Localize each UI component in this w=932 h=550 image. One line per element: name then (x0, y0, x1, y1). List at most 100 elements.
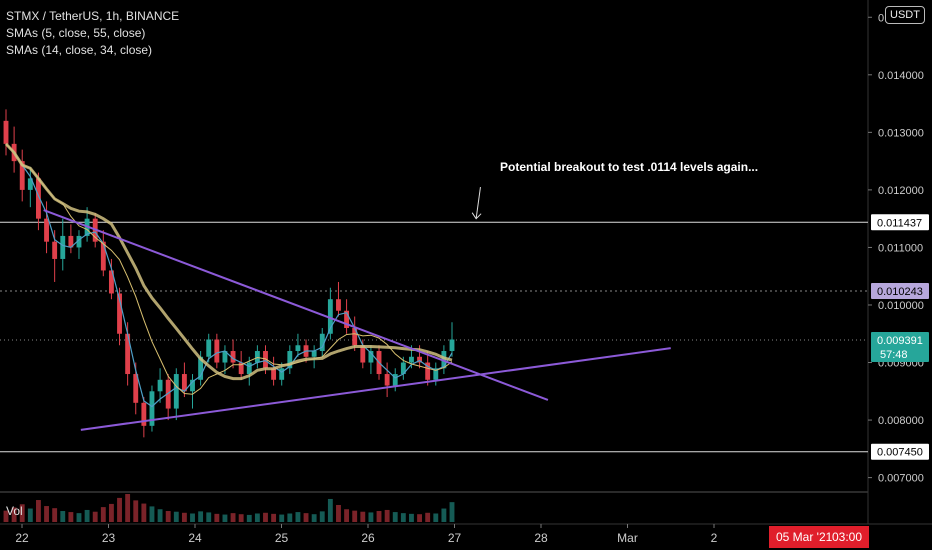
candle-body-28 (230, 351, 236, 363)
volume-bar-40 (327, 498, 333, 522)
volume-bar-27 (222, 514, 228, 522)
volume-bar-16 (133, 500, 139, 522)
price-tick-label-8: 0.007000 (878, 473, 924, 485)
volume-bar-13 (108, 503, 114, 522)
volume-bar-26 (214, 513, 220, 522)
candle-body-7 (60, 235, 66, 259)
level-badge-1 (871, 282, 929, 299)
volume-bar-3 (27, 508, 33, 522)
candle-body-5 (44, 218, 49, 242)
time-tick-label-8: 2 (711, 531, 718, 545)
candle-body-29 (238, 362, 244, 375)
candle-body-17 (141, 402, 147, 426)
volume-bar-38 (311, 514, 317, 522)
sma-slow-line (4, 142, 453, 381)
symbol-title[interactable]: STMX / TetherUS, 1h, BINANCE (6, 9, 180, 23)
candle-body-53 (433, 368, 439, 380)
volume-bar-10 (84, 509, 90, 522)
volume-bar-22 (181, 512, 187, 522)
volume-bar-15 (125, 494, 131, 522)
time-tick-label-0: 22 (15, 531, 29, 545)
candle-body-41 (336, 299, 341, 311)
candle-body-3 (27, 178, 33, 190)
candle-body-19 (157, 379, 163, 392)
volume-bar-35 (287, 513, 293, 522)
date-badge (769, 526, 869, 548)
price-tick-label-7: 0.008000 (878, 415, 924, 427)
volume-bar-45 (368, 512, 374, 522)
volume-legend: Vol (6, 503, 23, 520)
volume-bar-53 (433, 513, 439, 522)
volume-bar-12 (100, 507, 106, 522)
trendlines[interactable] (43, 209, 671, 431)
candle-body-6 (52, 241, 58, 259)
chart-legend: STMX / TetherUS, 1h, BINANCE SMAs (5, cl… (6, 8, 179, 59)
candle-body-52 (425, 362, 431, 380)
time-tick-label-7: Mar (617, 531, 638, 545)
sma-indicator-1[interactable]: SMAs (5, close, 55, close) (6, 26, 146, 40)
candle-body-18 (149, 391, 155, 426)
volume-bar-2 (19, 504, 25, 522)
candle-body-34 (279, 368, 285, 380)
price-badges: 0.011437 0.010243 0.007450 0.009391 57:48 05 … (769, 214, 929, 548)
candle-body-9 (76, 235, 82, 248)
current-price-label: 0.009391 (877, 335, 923, 347)
date-badge-time: 03:00 (832, 530, 862, 544)
candle-body-49 (400, 362, 406, 375)
level-badge-2 (871, 443, 929, 460)
volume-bar-18 (149, 506, 155, 522)
candle-body-0 (3, 120, 9, 144)
candle-body-33 (271, 368, 277, 380)
volume-bar-33 (271, 513, 277, 522)
candle-body-20 (165, 379, 171, 409)
candle-body-36 (295, 345, 301, 352)
candlesticks (3, 109, 455, 438)
volume-bar-50 (409, 513, 414, 522)
time-tick-label-5: 27 (448, 531, 462, 545)
volume-bar-28 (230, 513, 236, 522)
countdown-label: 57:48 (880, 349, 908, 361)
sma-indicator-2[interactable]: SMAs (14, close, 34, close) (6, 43, 153, 57)
candle-body-39 (319, 333, 325, 352)
candle-body-23 (190, 379, 195, 392)
candle-body-4 (36, 178, 41, 219)
volume-bar-54 (441, 508, 447, 522)
volume-bar-32 (263, 512, 268, 522)
level-badge-label-1: 0.010243 (877, 286, 923, 298)
volume-bar-41 (336, 504, 341, 522)
level-badge-label-0: 0.011437 (877, 217, 922, 229)
volume-bar-8 (68, 512, 74, 522)
volume-bar-48 (392, 512, 398, 522)
candle-body-31 (254, 351, 260, 363)
candle-body-45 (368, 351, 374, 363)
annotation-arrow (471, 186, 482, 220)
volume-bar-47 (384, 509, 390, 522)
volume-bar-25 (206, 512, 212, 522)
chart-grid (0, 0, 932, 525)
candle-body-24 (198, 356, 204, 380)
price-tick-label-5: 0.010000 (878, 300, 924, 312)
volume-bar-43 (352, 510, 358, 522)
candle-body-55 (449, 339, 455, 352)
currency-button[interactable]: USDT (885, 6, 925, 24)
annotation-text[interactable]: Potential breakout to test .0114 levels … (500, 160, 759, 174)
candle-body-2 (19, 161, 25, 190)
trendline-0 (43, 209, 549, 401)
price-tick-label-2: 0.013000 (878, 127, 924, 139)
time-axis[interactable]: 22 23 24 25 26 27 28 Mar 2 (15, 524, 718, 545)
candle-body-8 (68, 235, 74, 248)
volume-bar-52 (425, 512, 431, 522)
volume-bar-11 (92, 511, 98, 522)
candle-body-50 (409, 356, 414, 363)
level-badge-0 (871, 214, 929, 231)
volume-bar-7 (60, 511, 66, 522)
candle-body-25 (206, 339, 212, 357)
volume-label[interactable]: Vol (6, 504, 23, 518)
sma-fast-line (5, 143, 453, 408)
candle-body-35 (287, 351, 293, 369)
volume-bar-21 (173, 511, 179, 522)
price-axis[interactable]: 0.0150000.0140000.0130000.0120000.011000… (868, 12, 924, 485)
candle-body-54 (441, 351, 447, 369)
candle-body-43 (352, 328, 358, 346)
